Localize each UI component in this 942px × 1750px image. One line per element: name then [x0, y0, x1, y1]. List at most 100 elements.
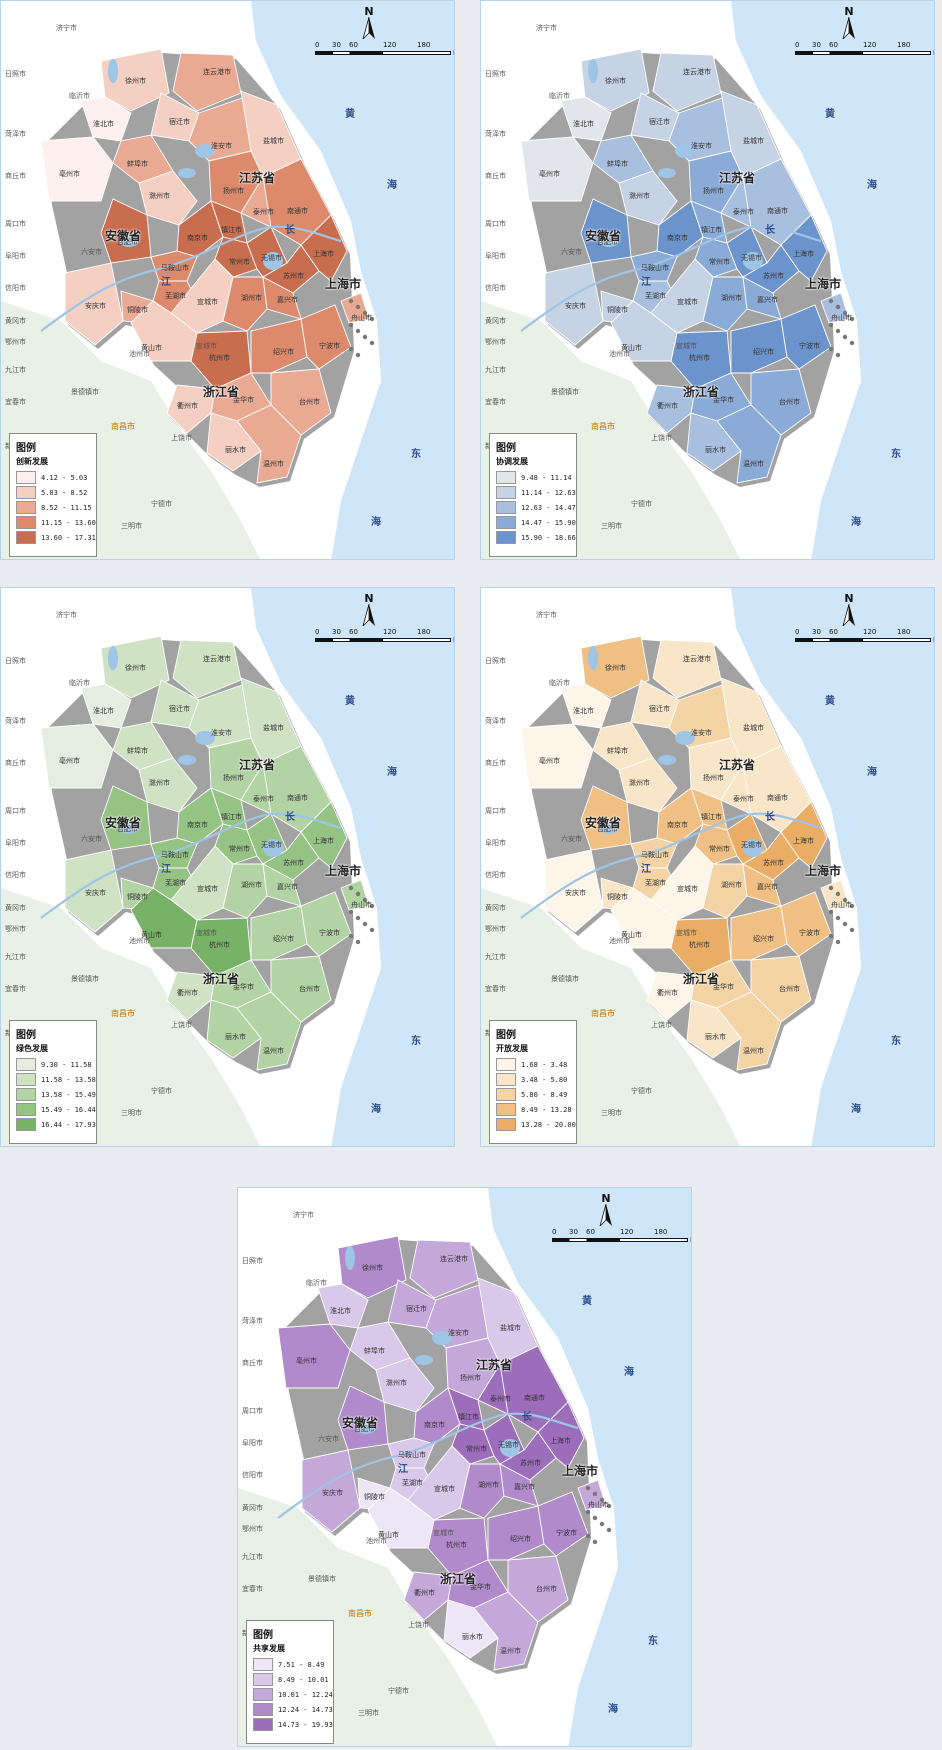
province-label-anhui: 安徽省	[105, 816, 142, 830]
legend-swatch	[16, 1088, 36, 1101]
city-label: 南京市	[187, 822, 208, 829]
background-place-label: 宁德市	[388, 1688, 409, 1695]
scale-tick: 180	[654, 1228, 668, 1236]
city-label: 丽水市	[225, 1034, 246, 1041]
background-place-label: 济宁市	[56, 25, 77, 32]
island	[355, 352, 361, 358]
scale-tick: 30	[332, 628, 341, 636]
city-label: 台州市	[299, 399, 320, 406]
region-20	[150, 250, 198, 282]
scale-tick: 60	[829, 41, 838, 49]
background-place-label: 日照市	[5, 658, 26, 665]
legend-swatch	[253, 1718, 273, 1731]
city-label: 淮北市	[330, 1308, 351, 1315]
region-36	[367, 1487, 435, 1549]
city-label: 无锡市	[261, 255, 282, 262]
city-label: 盐城市	[500, 1325, 521, 1332]
city-label: 盐城市	[263, 138, 284, 145]
legend-row: 13.28 - 20.00	[496, 1117, 576, 1132]
legend-range: 13.58 - 15.49	[41, 1090, 96, 1099]
sea-label-huang: 黄	[825, 696, 835, 707]
sea-area	[488, 1188, 691, 1746]
island	[355, 915, 361, 921]
legend-row: 11.58 - 13.58	[16, 1072, 96, 1087]
background-place-label: 池州市	[609, 938, 630, 945]
legend-range: 5.03 - 8.52	[41, 488, 88, 497]
legend-row: 1.68 - 3.48	[496, 1057, 570, 1072]
region-32	[646, 384, 696, 434]
island	[369, 927, 375, 933]
nanchang-label: 南昌市	[591, 422, 615, 431]
scale-tick: 30	[812, 628, 821, 636]
island	[828, 346, 834, 352]
island	[842, 897, 848, 903]
lake-1	[432, 1331, 452, 1345]
city-label: 温州市	[743, 461, 764, 468]
background-place-label: 宜春市	[485, 399, 506, 406]
city-label: 无锡市	[741, 255, 762, 262]
legend-swatch	[496, 501, 516, 514]
city-label: 常州市	[229, 259, 250, 266]
island	[835, 328, 841, 334]
background-place-label: 商丘市	[5, 173, 26, 180]
region-35	[820, 292, 850, 324]
sea-label-dong: 东	[411, 449, 421, 460]
legend-row: 8.49 - 10.01	[253, 1672, 329, 1687]
legend-subtitle: 创新发展	[16, 456, 48, 466]
city-label: 淮安市	[691, 143, 712, 150]
city-label: 芜湖市	[165, 293, 186, 300]
city-label: 滁州市	[629, 780, 650, 787]
city-label: 宿迁市	[406, 1306, 427, 1313]
city-label: 绍兴市	[273, 936, 294, 943]
city-label: 淮北市	[93, 121, 114, 128]
sea-area	[251, 588, 454, 1146]
city-label: 铜陵市	[127, 894, 148, 901]
island	[585, 1509, 591, 1515]
province-label-shanghai: 上海市	[325, 277, 362, 291]
background-place-label: 三明市	[121, 523, 142, 530]
legend-swatch	[16, 531, 36, 544]
legend-row: 4.12 - 5.03	[16, 470, 90, 485]
background-place-label: 信阳市	[485, 285, 506, 292]
island	[592, 1539, 598, 1545]
city-label: 常州市	[709, 259, 730, 266]
city-label: 黄山市	[141, 345, 162, 352]
city-label: 蚌埠市	[607, 161, 628, 168]
background-place-label: 九江市	[5, 367, 26, 374]
city-label: 南京市	[187, 235, 208, 242]
nanchang-label: 南昌市	[591, 1009, 615, 1018]
river-label-chang: 长	[765, 225, 775, 236]
city-label: 宁波市	[556, 1530, 577, 1537]
island	[835, 352, 841, 358]
city-label: 南京市	[667, 822, 688, 829]
region-32	[166, 971, 216, 1021]
background-place-label: 鄂州市	[485, 926, 506, 933]
scale-tick: 60	[586, 1228, 595, 1236]
region-8	[520, 136, 594, 202]
city-label: 舟山市	[831, 902, 852, 909]
region-14	[176, 787, 224, 845]
city-label: 舟山市	[588, 1502, 609, 1509]
background-place-label: 临沂市	[69, 680, 90, 687]
city-label: 盐城市	[743, 138, 764, 145]
region-29	[780, 304, 832, 370]
map-legend: 图例 协调发展 9.48 - 11.14 11.14 - 12.63 12.63 - 1…	[489, 433, 577, 557]
region-16	[214, 236, 258, 278]
city-label: 无锡市	[261, 842, 282, 849]
city-label: 连云港市	[203, 69, 231, 76]
background-place-label: 商丘市	[485, 760, 506, 767]
background-place-label: 信阳市	[5, 872, 26, 879]
region-9	[138, 757, 198, 813]
city-label: 淮北市	[573, 121, 594, 128]
region-4	[317, 1283, 369, 1329]
legend-range: 13.28 - 20.00	[521, 1120, 576, 1129]
background-place-label: 济宁市	[536, 612, 557, 619]
legend-range: 1.68 - 3.48	[521, 1060, 568, 1069]
region-28	[250, 905, 308, 961]
background-place-label: 池州市	[366, 1538, 387, 1545]
scale-bar: 0 30 60 120 180 Kilometers	[795, 41, 934, 63]
province-label-anhui: 安徽省	[585, 816, 622, 830]
city-label: 台州市	[536, 1586, 557, 1593]
legend-row: 5.03 - 8.52	[16, 485, 90, 500]
city-label: 蚌埠市	[364, 1348, 385, 1355]
